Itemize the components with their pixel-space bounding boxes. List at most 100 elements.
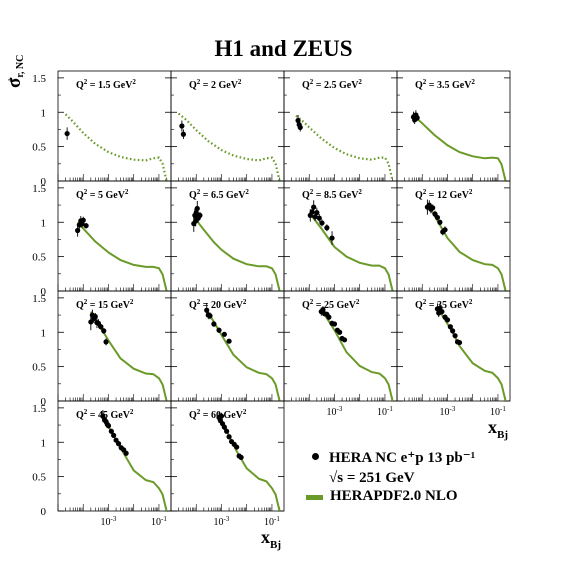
panel-9: 1.5 1 0.5 0 Q2 = 15 GeV2	[32, 290, 172, 408]
y-tick-label: 0	[41, 506, 47, 518]
data-point	[211, 321, 217, 327]
panel-content	[191, 200, 281, 291]
x-tick-label: 10-3	[101, 515, 117, 528]
panel-content	[307, 200, 394, 291]
data-point	[316, 215, 322, 221]
data-point	[226, 434, 232, 440]
panel-label: Q2 = 20 GeV2	[189, 298, 247, 311]
data-point	[80, 217, 86, 223]
panel-label: Q2 = 15 GeV2	[76, 298, 134, 311]
panel-label: Q2 = 60 GeV2	[189, 408, 247, 421]
panel-label: Q2 = 35 GeV2	[415, 298, 473, 311]
panel-7: Q2 = 8.5 GeV2	[283, 180, 398, 292]
panel-label: Q2 = 12 GeV2	[415, 188, 473, 201]
fit-curve	[309, 213, 394, 291]
data-point	[444, 317, 451, 323]
fit-curve	[64, 113, 168, 181]
panel-content	[295, 114, 394, 181]
y-tick-label: 1.5	[32, 73, 46, 85]
legend-data-label: HERA NC e⁺p 13 pb⁻¹	[329, 450, 476, 466]
data-point	[221, 424, 227, 430]
panel-content	[177, 112, 281, 181]
x-tick-exponent: -3	[337, 405, 343, 413]
legend-sqrt-s: √s = 251 GeV	[329, 470, 415, 486]
y-tick-label: 1.5	[32, 293, 46, 305]
y-tick-label: 1.5	[32, 403, 46, 415]
data-point	[108, 428, 114, 434]
data-point	[123, 450, 129, 456]
data-point	[324, 225, 330, 231]
data-point	[180, 131, 187, 137]
x-tick-exponent: -1	[500, 405, 506, 413]
panel-content	[318, 306, 394, 401]
data-point	[320, 306, 326, 313]
panel-label: Q2 = 1.5 GeV2	[76, 78, 136, 91]
fit-curve	[295, 114, 394, 181]
panel-3: Q2 = 2.5 GeV2	[283, 70, 398, 182]
data-point	[297, 124, 303, 130]
data-point	[311, 204, 317, 210]
y-tick-label: 0.5	[32, 362, 46, 374]
data-point	[437, 219, 443, 225]
x-tick-label: 10-1	[377, 405, 393, 418]
x-tick-label: 10-3	[327, 405, 343, 418]
data-point	[103, 339, 109, 345]
data-point	[64, 130, 70, 137]
y-tick-label: 1	[41, 327, 47, 339]
panel-content	[204, 303, 281, 401]
x-tick-label: 10-3	[440, 405, 456, 418]
data-point	[179, 123, 185, 129]
data-point	[439, 309, 445, 315]
y-tick-label: 1	[41, 437, 47, 449]
data-point	[83, 223, 89, 229]
panel-content	[64, 113, 168, 181]
x-axis-label-right: xBj	[488, 417, 508, 441]
data-point	[456, 339, 463, 346]
y-tick-label: 1	[41, 217, 47, 229]
data-point	[326, 314, 332, 320]
panel-13: 1.5 1 0.5 0 10-3 10-1 Q2 = 45 GeV2	[32, 400, 172, 528]
data-point	[434, 214, 441, 221]
chart-title: H1 and ZEUS	[214, 36, 353, 61]
data-point	[224, 428, 230, 434]
x-tick-exponent: -1	[387, 405, 393, 413]
data-point	[111, 432, 117, 438]
data-point	[88, 319, 94, 325]
panel-content	[88, 309, 168, 401]
x-tick-exponent: -1	[274, 515, 280, 523]
data-point	[414, 115, 420, 121]
panel-content	[100, 409, 168, 511]
panel-label: Q2 = 3.5 GeV2	[415, 78, 475, 91]
panel-label: Q2 = 6.5 GeV2	[189, 188, 249, 201]
data-point	[450, 328, 456, 334]
fit-curve	[193, 216, 281, 291]
data-point	[218, 413, 225, 419]
panel-5: 1.5 1 0.5 0 Q2 = 5 GeV2	[32, 180, 172, 298]
data-point	[216, 327, 222, 333]
fit-curve	[205, 309, 281, 401]
y-tick-label: 0	[41, 176, 47, 188]
panel-4: Q2 = 3.5 GeV2	[396, 70, 511, 182]
y-tick-label: 1	[41, 107, 47, 119]
x-axis-label-bottom: xBj	[261, 527, 281, 551]
data-point	[442, 227, 448, 233]
panel-label: Q2 = 2.5 GeV2	[302, 78, 362, 91]
panel-label: Q2 = 5 GeV2	[76, 188, 129, 201]
panel-10: Q2 = 20 GeV2	[170, 290, 285, 402]
y-tick-label: 0.5	[32, 472, 46, 484]
panel-label: Q2 = 25 GeV2	[302, 298, 360, 311]
data-point	[238, 454, 244, 460]
data-point	[331, 321, 338, 327]
data-point	[430, 205, 436, 211]
legend-data-entry: HERA NC e⁺p 13 pb⁻¹	[312, 448, 475, 467]
y-tick-label: 0	[41, 286, 47, 298]
y-axis-label: σr, NC+	[4, 54, 26, 88]
legend-fit-entry: HERAPDF2.0 NLO	[306, 488, 458, 505]
panel-6: Q2 = 6.5 GeV2	[170, 180, 285, 292]
panel-1: 1.5 1 0.5 0 Q2 = 1.5 GeV2	[32, 70, 172, 188]
fit-curve	[426, 203, 507, 291]
panel-label: Q2 = 2 GeV2	[189, 78, 242, 91]
fit-curve	[411, 113, 507, 181]
data-point	[207, 313, 213, 319]
panel-14: 10-3 10-1Q2 = 60 GeV2	[170, 400, 285, 528]
